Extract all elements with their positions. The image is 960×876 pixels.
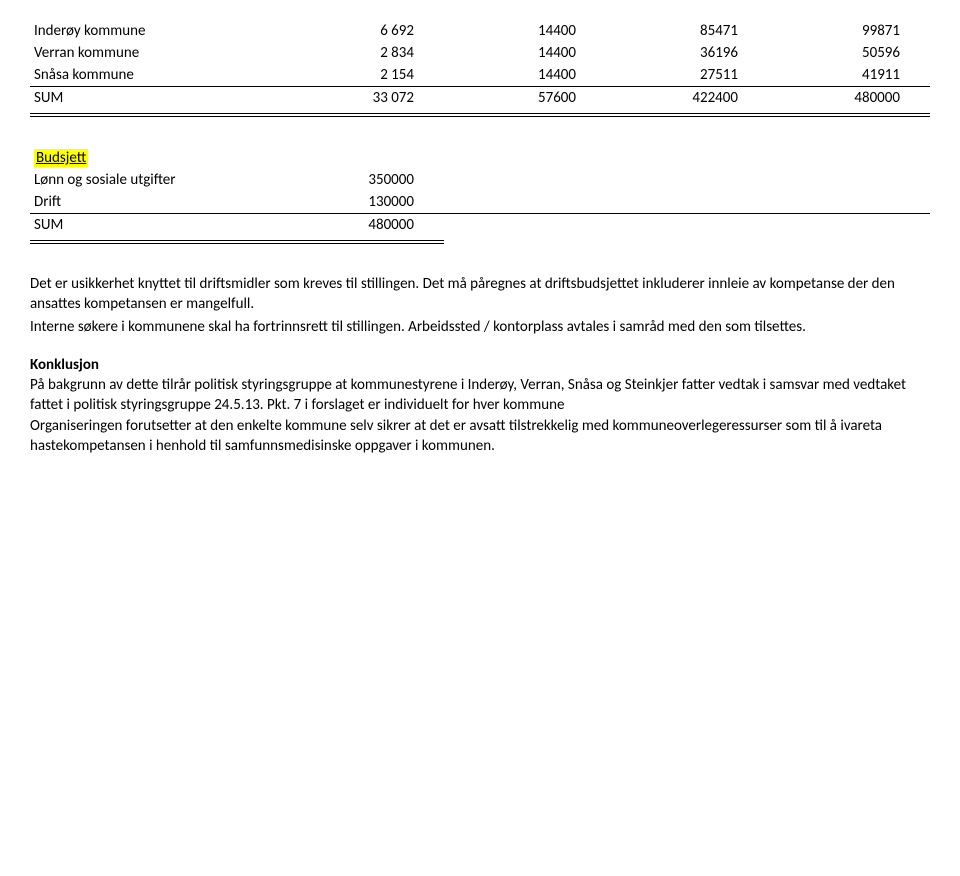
- paragraph-text: Organiseringen forutsetter at den enkelt…: [30, 417, 882, 455]
- table-sum-row: SUM 33 072 57600 422400 480000: [30, 87, 930, 110]
- cell-value: 14400: [444, 42, 606, 64]
- cell-value: 33 072: [282, 87, 444, 110]
- table-row: Snåsa kommune 2 154 14400 27511 41911: [30, 64, 930, 87]
- table-row: Inderøy kommune 6 692 14400 85471 99871: [30, 20, 930, 42]
- cell-name: Verran kommune: [30, 42, 282, 64]
- budget-header: Budsjett: [34, 149, 88, 167]
- cell-value: 57600: [444, 87, 606, 110]
- cell-name: Inderøy kommune: [30, 20, 282, 42]
- body-paragraph: Det er usikkerhet knyttet til driftsmidl…: [30, 274, 930, 315]
- cell-name: SUM: [30, 214, 282, 237]
- cell-value: 27511: [606, 64, 768, 87]
- budget-table: Budsjett Lønn og sosiale utgifter 350000…: [30, 147, 930, 236]
- budget-header-cell: Budsjett: [30, 147, 282, 169]
- table-row: Verran kommune 2 834 14400 36196 50596: [30, 42, 930, 64]
- cell-value: 14400: [444, 20, 606, 42]
- cell-value: 350000: [282, 169, 444, 191]
- cell-name: Lønn og sosiale utgifter: [30, 169, 282, 191]
- conclusion-block: Konklusjon På bakgrunn av dette tilrår p…: [30, 355, 930, 456]
- paragraph-text: Det er usikkerhet knyttet til driftsmidl…: [30, 275, 895, 313]
- cell-value: 36196: [606, 42, 768, 64]
- conclusion-title: Konklusjon: [30, 356, 99, 374]
- budget-header-row: Budsjett: [30, 147, 930, 169]
- table-row: Drift 130000: [30, 191, 930, 214]
- cell-name: Drift: [30, 191, 282, 214]
- paragraph-text: Interne søkere i kommunene skal ha fortr…: [30, 318, 806, 336]
- cell-name: Snåsa kommune: [30, 64, 282, 87]
- cell-value: 6 692: [282, 20, 444, 42]
- cell-value: 2 154: [282, 64, 444, 87]
- cell-name: SUM: [30, 87, 282, 110]
- cell-value: 422400: [606, 87, 768, 110]
- table-end-rule: [30, 240, 444, 244]
- cell-value: 130000: [282, 191, 444, 214]
- paragraph-text: På bakgrunn av dette tilrår politisk sty…: [30, 376, 906, 414]
- cell-value: 480000: [282, 214, 444, 237]
- table-sum-row: SUM 480000: [30, 214, 930, 237]
- body-paragraph: Interne søkere i kommunene skal ha fortr…: [30, 317, 930, 337]
- cell-value: 41911: [768, 64, 930, 87]
- allocation-table: Inderøy kommune 6 692 14400 85471 99871 …: [30, 20, 930, 109]
- cell-value: 2 834: [282, 42, 444, 64]
- cell-value: 50596: [768, 42, 930, 64]
- table-end-rule: [30, 113, 930, 117]
- cell-value: 14400: [444, 64, 606, 87]
- table-row: Lønn og sosiale utgifter 350000: [30, 169, 930, 191]
- cell-value: 99871: [768, 20, 930, 42]
- cell-value: 480000: [768, 87, 930, 110]
- cell-value: 85471: [606, 20, 768, 42]
